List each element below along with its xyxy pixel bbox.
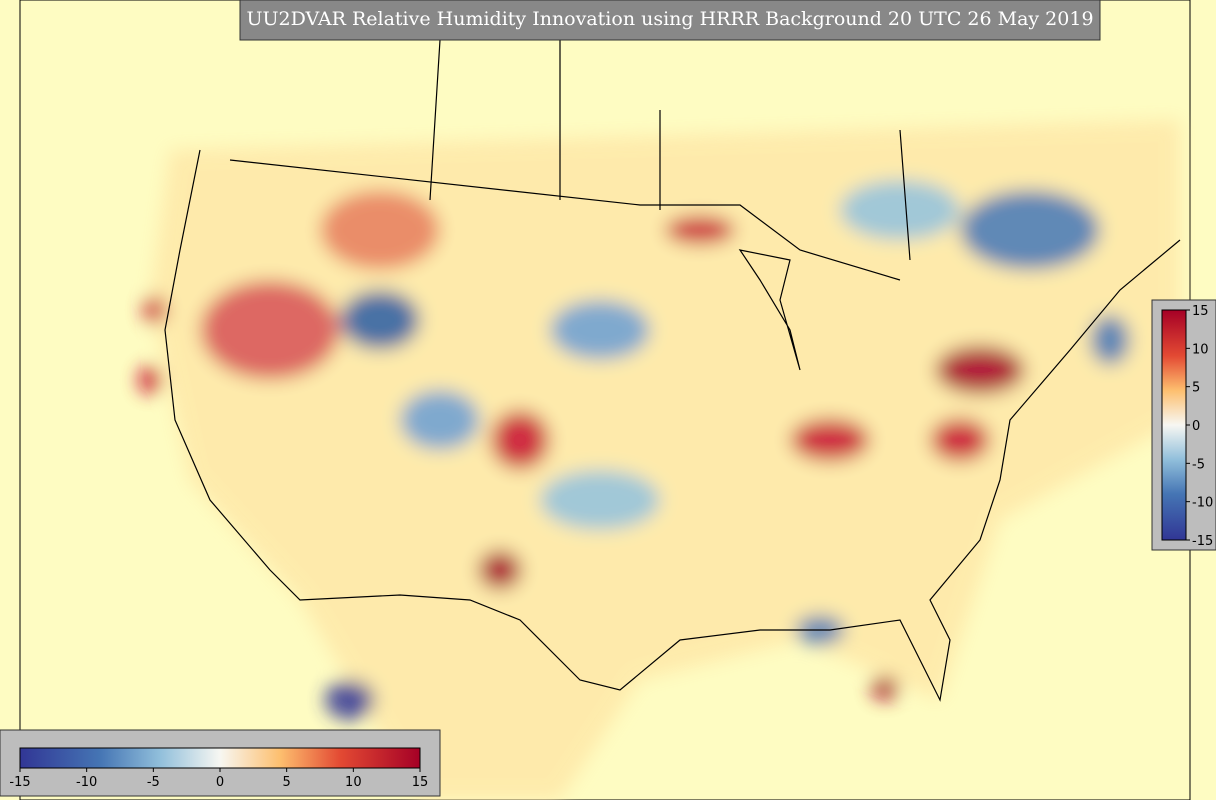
colorbar-tick-label: 5: [1192, 381, 1200, 396]
colorbar-tick-label: -5: [1192, 457, 1205, 472]
colorbar-tick-label: -15: [9, 775, 30, 790]
colorbar-tick-label: 15: [412, 775, 429, 790]
colorbar-tick-label: 15: [1192, 304, 1209, 319]
colorbar: [19, 747, 421, 769]
colorbar-tick-label: 5: [283, 775, 291, 790]
colorbar-tick-label: -15: [1192, 534, 1213, 549]
title-box: [239, 0, 1101, 41]
map-title: UU2DVAR Relative Humidity Innovation usi…: [246, 8, 1093, 30]
field: [138, 120, 1180, 800]
colorbar-tick-label: 10: [1192, 342, 1209, 357]
colorbar: [1161, 309, 1187, 541]
colorbar-tick-label: -5: [147, 775, 160, 790]
colorbar-tick-label: 0: [216, 775, 224, 790]
colorbar-tick-label: 0: [1192, 419, 1200, 434]
boundaries: [164, 39, 1181, 702]
colorbar-tick-label: -10: [1192, 496, 1213, 511]
colorbar-tick-label: -10: [76, 775, 97, 790]
colorbar-tick-label: 10: [345, 775, 362, 790]
